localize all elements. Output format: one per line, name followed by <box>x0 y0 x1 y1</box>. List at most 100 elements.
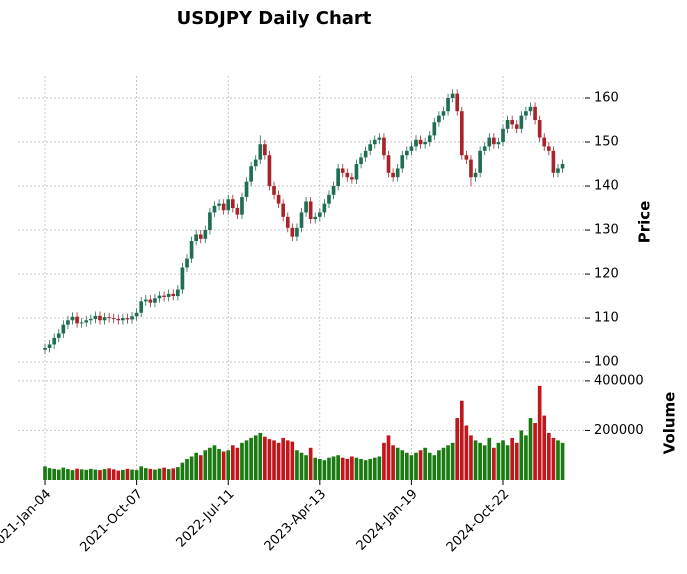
candle-body <box>414 139 418 147</box>
volume-bar <box>478 442 482 480</box>
candle-body <box>185 258 189 268</box>
volume-bar <box>230 445 235 480</box>
volume-bar <box>121 469 125 480</box>
volume-bar <box>194 452 198 480</box>
candle-body <box>441 111 446 116</box>
candle-body <box>322 203 327 213</box>
candle-body <box>176 289 180 297</box>
volume-bar <box>441 447 446 480</box>
candle-body <box>537 120 542 138</box>
y-tick-label: 160 <box>594 91 619 106</box>
volume-bar <box>501 440 505 480</box>
candle-body <box>505 120 510 129</box>
candle-body <box>455 93 460 112</box>
candle-body <box>88 318 93 321</box>
volume-bar <box>327 457 331 480</box>
y-tick-label: 130 <box>594 223 619 238</box>
y2-tick-label: 400000 <box>594 373 644 388</box>
volume-bar <box>258 432 263 480</box>
y-tick-label: 120 <box>594 267 619 282</box>
volume-bar <box>418 450 423 480</box>
candle-body <box>542 137 547 147</box>
volume-bar <box>203 450 208 480</box>
volume-bar <box>345 458 350 480</box>
candle-body <box>464 155 469 160</box>
candle-body <box>272 186 276 195</box>
candle-body <box>423 142 427 145</box>
candle-body <box>157 295 162 299</box>
candle-body <box>84 320 89 323</box>
volume-bar <box>253 435 258 480</box>
candle-body <box>317 212 322 217</box>
volume-bar <box>299 452 304 480</box>
volume-bar <box>556 440 560 480</box>
volume-bar <box>47 468 52 480</box>
volume-bar <box>189 456 194 480</box>
candle-body <box>446 98 450 112</box>
volume-bar <box>171 468 176 480</box>
candle-body <box>308 201 313 220</box>
candle-body <box>281 203 286 217</box>
volume-bar <box>350 456 354 480</box>
volume-bar <box>427 452 432 480</box>
volume-bar <box>226 450 231 480</box>
y-tick-label: 140 <box>594 179 619 194</box>
candle-body <box>482 146 487 151</box>
volume-bar <box>336 455 340 480</box>
volume-bar <box>285 440 290 480</box>
candle-body <box>121 318 125 321</box>
volume-bar <box>391 445 395 480</box>
volume-bar <box>354 457 359 480</box>
candle-body <box>331 186 336 195</box>
volume-bar <box>546 432 551 480</box>
candle-body <box>162 295 166 297</box>
candle-body <box>111 318 116 319</box>
y-tick-label: 150 <box>594 135 619 150</box>
volume-bar <box>143 468 148 480</box>
volume-bar <box>363 460 368 480</box>
candle-body <box>368 144 373 151</box>
volume-bar <box>510 437 515 480</box>
volume-bar <box>52 468 57 480</box>
candle-body <box>134 312 139 317</box>
volume-bar <box>528 418 533 480</box>
candle-body <box>171 293 176 297</box>
candle-body <box>432 122 437 136</box>
candle-body <box>313 216 318 220</box>
candle-body <box>235 208 240 215</box>
volume-bar <box>79 469 84 480</box>
candle-body <box>180 267 185 290</box>
volume-bar <box>524 435 528 480</box>
candle-body <box>130 316 134 320</box>
volume-bar <box>61 467 66 480</box>
volume-bar <box>276 442 281 480</box>
candle-body <box>276 194 281 204</box>
candle-body <box>391 172 395 178</box>
volume-bar <box>185 458 189 480</box>
candle-body <box>148 299 153 303</box>
candle-body <box>43 347 47 350</box>
volume-bar <box>450 442 455 480</box>
y-tick-label: 110 <box>594 311 619 326</box>
volume-bar <box>308 447 313 480</box>
volume-bar <box>157 468 162 480</box>
volume-bar <box>455 418 460 480</box>
volume-bar <box>368 458 373 480</box>
volume-bar <box>514 442 519 480</box>
volume-bar <box>180 462 185 480</box>
volume-bar <box>125 468 130 480</box>
candle-body <box>107 317 111 319</box>
volume-bar <box>244 440 249 480</box>
candle-body <box>382 137 386 156</box>
volume-bar <box>313 457 318 480</box>
volume-bar <box>98 470 102 480</box>
volume-bar <box>372 457 377 480</box>
volume-bar <box>221 451 226 480</box>
candle-body <box>350 177 354 180</box>
candle-body <box>52 337 57 345</box>
candle-body <box>354 164 359 180</box>
volume-bar <box>437 450 441 480</box>
volume-bar <box>405 452 409 480</box>
candle-body <box>263 144 267 156</box>
